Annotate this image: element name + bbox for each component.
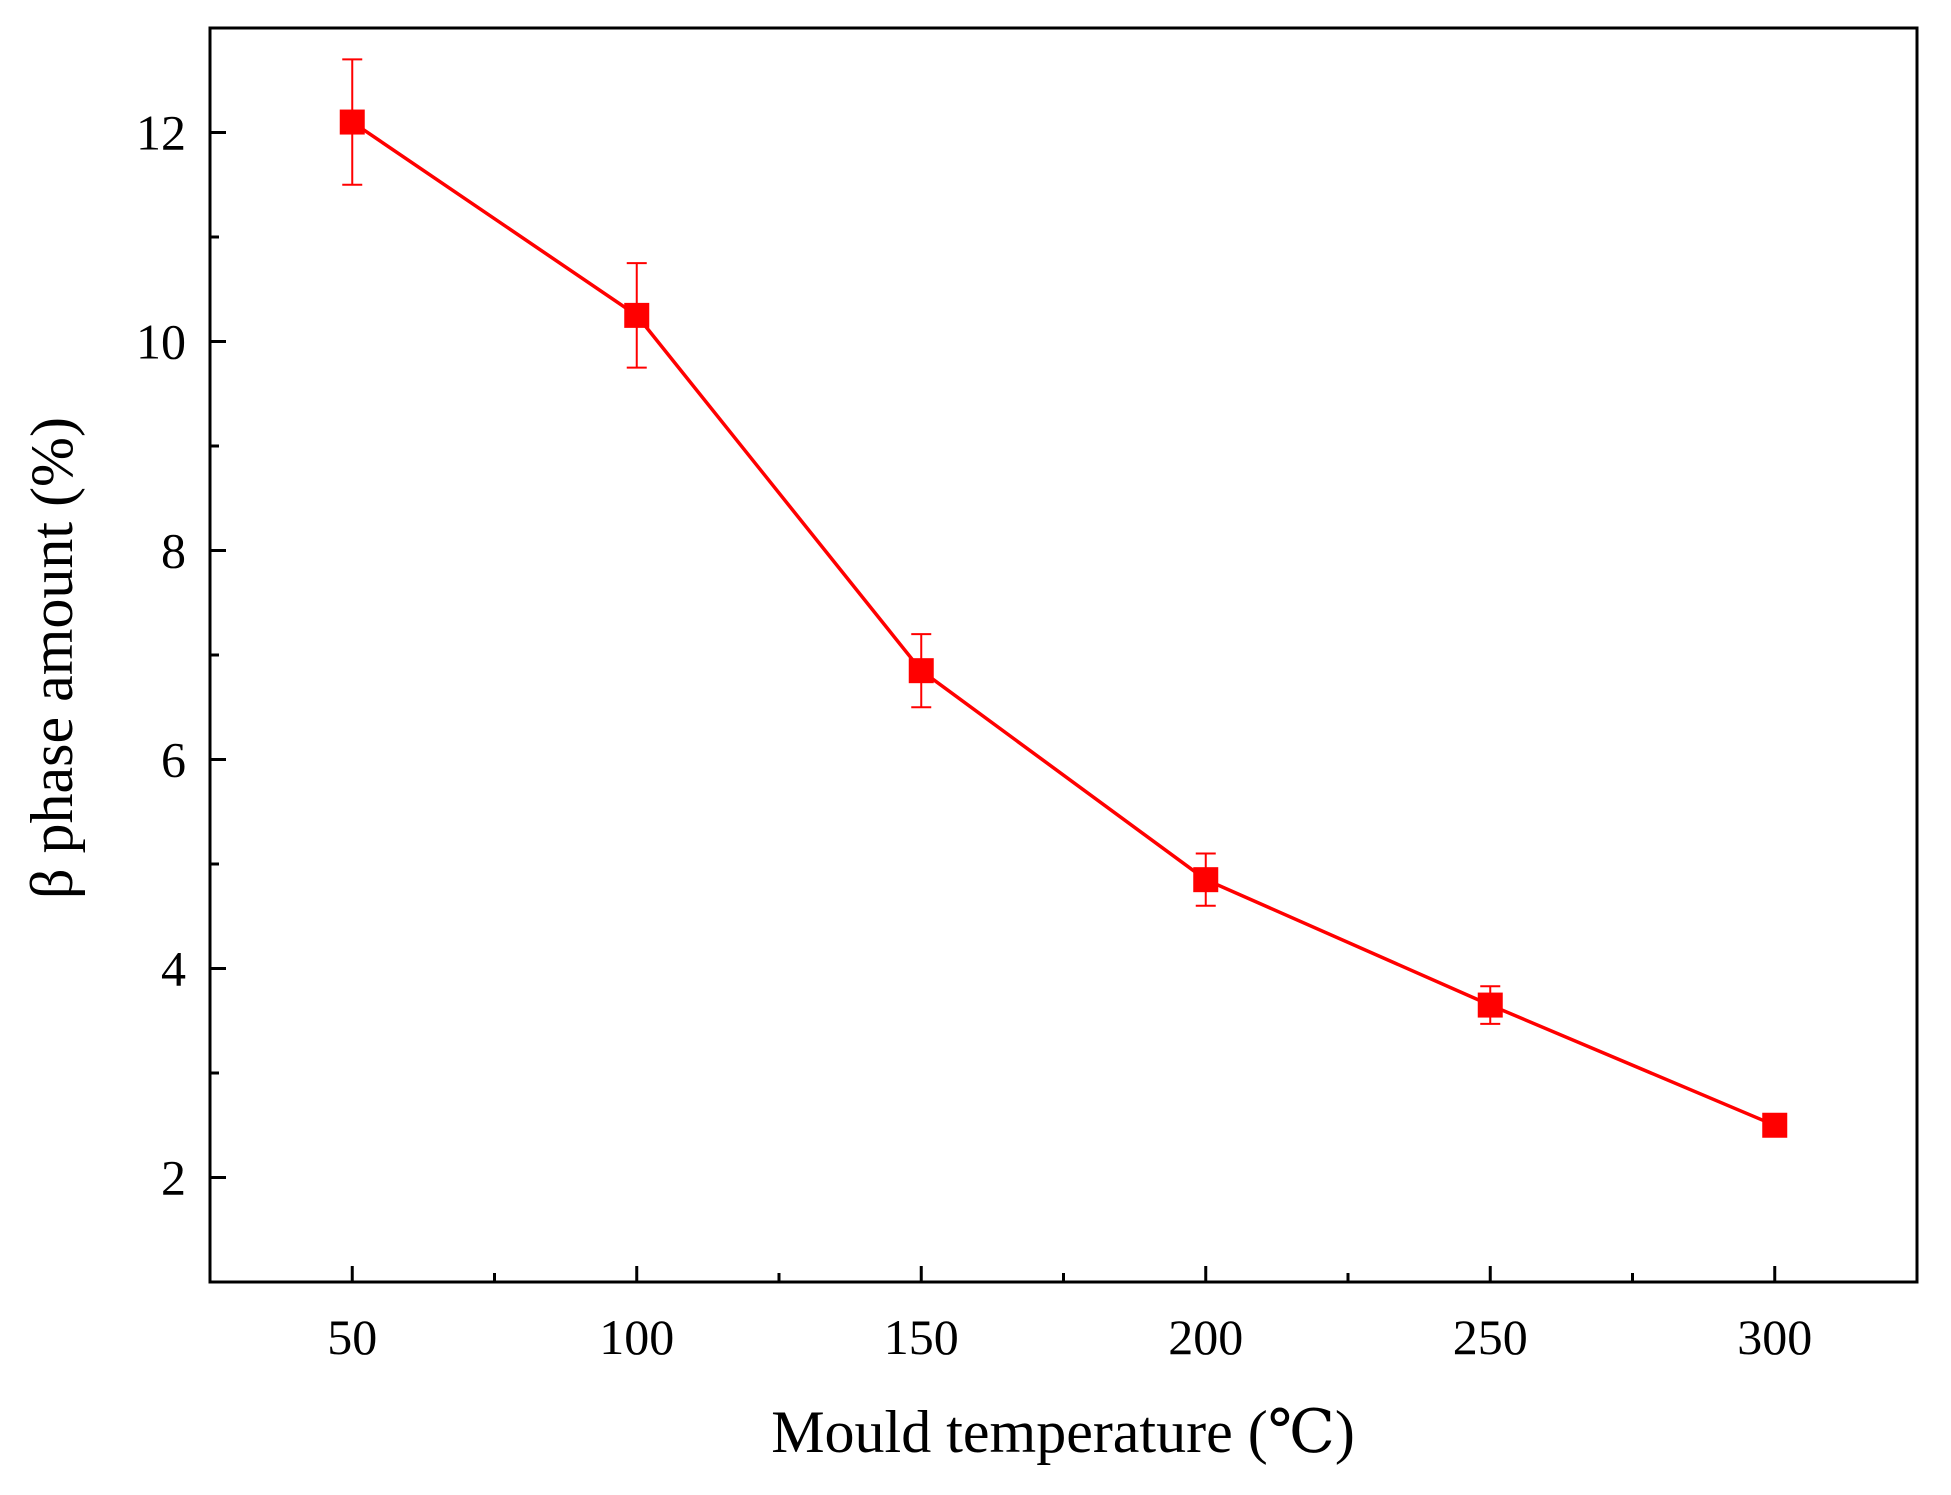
x-tick-label: 300 — [1737, 1309, 1812, 1365]
y-tick-label: 12 — [136, 105, 186, 161]
plot-frame-layer — [208, 26, 1919, 1284]
plot-frame — [208, 26, 1919, 1284]
x-tick-label: 250 — [1453, 1309, 1528, 1365]
x-tick-label: 200 — [1168, 1309, 1243, 1365]
y-tick-label: 8 — [161, 523, 186, 579]
data-point-marker — [1193, 867, 1219, 893]
data-point-marker — [908, 658, 934, 684]
y-tick-label: 4 — [161, 941, 186, 997]
x-tick-label: 150 — [884, 1309, 959, 1365]
ticks-layer — [210, 131, 1777, 1282]
y-tick-label: 2 — [161, 1150, 186, 1206]
x-tick-label: 100 — [599, 1309, 674, 1365]
y-axis-title: β phase amount (%) — [19, 417, 85, 899]
data-point-marker — [1762, 1112, 1788, 1138]
data-point-marker — [339, 109, 365, 135]
y-tick-label: 6 — [161, 732, 186, 788]
x-axis-title: Mould temperature (℃) — [771, 1399, 1355, 1465]
tick-labels-layer: 50 100 150 200 250 300 2 4 6 8 10 12 — [136, 105, 1812, 1366]
data-point-marker — [1477, 992, 1503, 1018]
series-line — [351, 120, 1776, 1127]
y-tick-label: 10 — [136, 314, 186, 370]
data-point-marker — [624, 302, 650, 328]
series-layer — [339, 58, 1788, 1138]
x-tick-label: 50 — [327, 1309, 377, 1365]
